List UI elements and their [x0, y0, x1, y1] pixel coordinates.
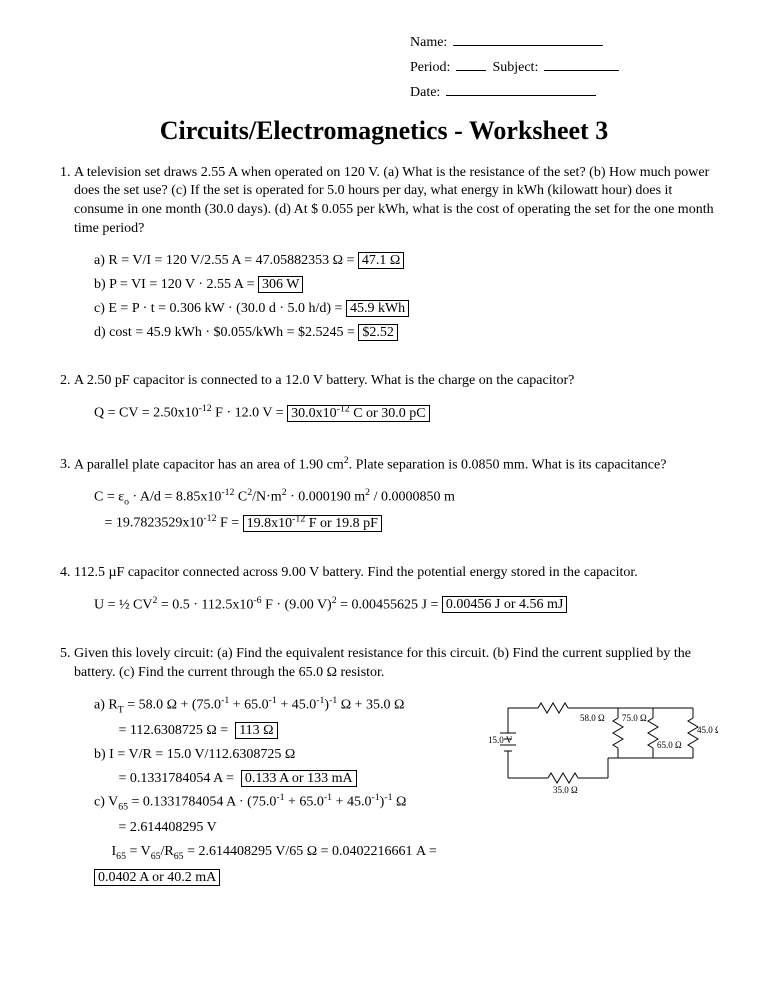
- q3-work: C = εo · A/d = 8.85x10-12 C2/N·m2 · 0.00…: [94, 485, 718, 536]
- period-label: Period:: [410, 55, 450, 80]
- q2-ans: 30.0x10-12 C or 30.0 pC: [287, 405, 429, 422]
- q3-l2a: = 19.7823529x10: [94, 516, 203, 531]
- q5d1a: I: [94, 844, 116, 859]
- date-label: Date:: [410, 80, 440, 105]
- q1b-ans: 306 W: [258, 276, 303, 293]
- name-label: Name:: [410, 30, 447, 55]
- problem-3: A parallel plate capacitor has an area o…: [74, 454, 718, 536]
- q1-text: A television set draws 2.55 A when opera…: [74, 165, 714, 237]
- q4-pre4: = 0.00455625 J =: [337, 597, 442, 612]
- q3-ans1: 19.8x10: [247, 516, 293, 531]
- q1c-pre: c) E = P · t = 0.306 kW · (30.0 d · 5.0 …: [94, 301, 346, 316]
- circuit-vlabel: 15.0 V: [488, 735, 513, 745]
- period-blank: [456, 56, 486, 71]
- q3-l1b: · A/d = 8.85x10: [129, 490, 221, 505]
- q1c-ans: 45.9 kWh: [346, 300, 409, 317]
- q3-l1d: /N·m: [252, 490, 282, 505]
- q3-l1f: / 0.0000850 m: [370, 490, 455, 505]
- q3-text-post: . Plate separation is 0.0850 mm. What is…: [349, 457, 667, 472]
- q5c1b: = 0.1331784054 A · (75.0: [128, 795, 276, 810]
- problem-list: A television set draws 2.55 A when opera…: [50, 164, 718, 890]
- page-title: Circuits/Electromagnetics - Worksheet 3: [50, 116, 718, 146]
- circuit-diagram: 15.0 V 58.0 Ω 75.0 Ω 45.0 Ω 65.0 Ω 35.0 …: [488, 693, 718, 808]
- q2-pre1: Q = CV = 2.50x10: [94, 406, 199, 421]
- circuit-r1: 58.0 Ω: [580, 713, 605, 723]
- q5c1f: Ω: [393, 795, 407, 810]
- problem-4: 112.5 µF capacitor connected across 9.00…: [74, 564, 718, 617]
- q3-l1c: C: [234, 490, 247, 505]
- q5d-ans: 0.0402 A or 40.2 mA: [94, 869, 220, 886]
- q5a1a: a) R: [94, 698, 118, 713]
- q2-ans1: 30.0x10: [291, 406, 337, 421]
- q5a1b: = 58.0 Ω + (75.0: [124, 698, 221, 713]
- q5b1: b) I = V/R = 15.0 V/112.6308725 Ω: [94, 747, 295, 762]
- problem-1: A television set draws 2.55 A when opera…: [74, 164, 718, 345]
- q5a1d: + 45.0: [277, 698, 316, 713]
- q4-pre1: U = ½ CV: [94, 597, 152, 612]
- circuit-r4: 65.0 Ω: [657, 740, 682, 750]
- date-blank: [446, 81, 596, 96]
- q5d1d: = 2.614408295 V/65 Ω = 0.0402216661 A =: [184, 844, 437, 859]
- q3-l2b: F =: [216, 516, 242, 531]
- q5a2: = 112.6308725 Ω =: [94, 723, 235, 738]
- q5a1c: + 65.0: [229, 698, 268, 713]
- header-fields: Name: Period: Subject: Date:: [410, 30, 718, 106]
- q3-ans2: F or 19.8 pF: [305, 516, 378, 531]
- q5c2: = 2.614408295 V: [94, 820, 217, 835]
- q4-ans: 0.00456 J or 4.56 mJ: [442, 596, 567, 613]
- q4-pre2: = 0.5 · 112.5x10: [157, 597, 253, 612]
- q5d1c: /R: [161, 844, 174, 859]
- q5c1a: c) V: [94, 795, 118, 810]
- problem-5: Given this lovely circuit: (a) Find the …: [74, 645, 718, 889]
- q5b-ans: 0.133 A or 133 mA: [241, 770, 357, 787]
- q1-work: a) R = V/I = 120 V/2.55 A = 47.05882353 …: [94, 249, 718, 344]
- problem-2: A 2.50 pF capacitor is connected to a 12…: [74, 372, 718, 425]
- q5c1d: + 45.0: [332, 795, 371, 810]
- q5-calc: a) RT = 58.0 Ω + (75.0-1 + 65.0-1 + 45.0…: [94, 693, 474, 890]
- q5-text: Given this lovely circuit: (a) Find the …: [74, 646, 691, 680]
- circuit-r5: 35.0 Ω: [553, 785, 578, 795]
- subject-blank: [544, 56, 619, 71]
- q3-text-pre: A parallel plate capacitor has an area o…: [74, 457, 344, 472]
- q1d-pre: d) cost = 45.9 kWh · $0.055/kWh = $2.524…: [94, 325, 358, 340]
- q2-pre2: F · 12.0 V =: [212, 406, 287, 421]
- q5c1c: + 65.0: [285, 795, 324, 810]
- q2-work: Q = CV = 2.50x10-12 F · 12.0 V = 30.0x10…: [94, 401, 718, 425]
- circuit-r3: 45.0 Ω: [697, 725, 718, 735]
- q3-ans: 19.8x10-12 F or 19.8 pF: [243, 515, 382, 532]
- q1b-pre: b) P = VI = 120 V · 2.55 A =: [94, 277, 258, 292]
- q4-work: U = ½ CV2 = 0.5 · 112.5x10-6 F · (9.00 V…: [94, 593, 718, 617]
- q4-text: 112.5 µF capacitor connected across 9.00…: [74, 565, 638, 580]
- name-blank: [453, 31, 603, 46]
- q1d-ans: $2.52: [358, 324, 398, 341]
- q1a-ans: 47.1 Ω: [358, 252, 404, 269]
- q3-l1e: · 0.000190 m: [287, 490, 366, 505]
- q1a-pre: a) R = V/I = 120 V/2.55 A = 47.05882353 …: [94, 253, 358, 268]
- q2-ans2: C or 30.0 pC: [350, 406, 426, 421]
- q5-work: a) RT = 58.0 Ω + (75.0-1 + 65.0-1 + 45.0…: [94, 693, 718, 890]
- q4-pre3: F · (9.00 V): [262, 597, 332, 612]
- q5b2: = 0.1331784054 A =: [94, 771, 241, 786]
- subject-label: Subject:: [492, 55, 538, 80]
- q3-l1a: C = ε: [94, 490, 124, 505]
- q5a-ans: 113 Ω: [235, 722, 277, 739]
- q5d1b: = V: [126, 844, 151, 859]
- circuit-r2: 75.0 Ω: [622, 713, 647, 723]
- q5a1f: Ω + 35.0 Ω: [337, 698, 404, 713]
- q2-text: A 2.50 pF capacitor is connected to a 12…: [74, 373, 574, 388]
